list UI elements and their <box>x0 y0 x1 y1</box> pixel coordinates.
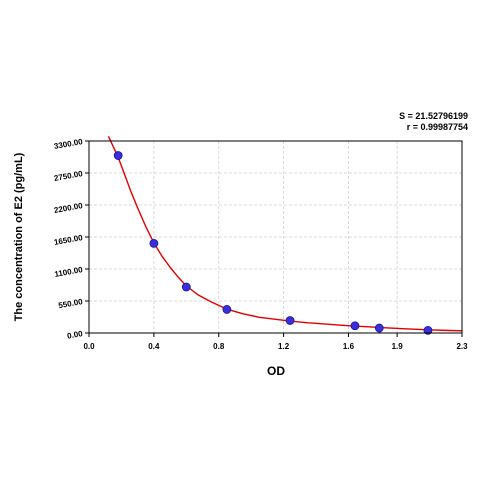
data-point <box>350 321 360 331</box>
y-tick-label: 2200.00 <box>53 201 84 215</box>
y-tick-label: 550.00 <box>58 297 84 310</box>
x-tick-label: 0.8 <box>213 342 225 351</box>
x-tick-label: 0.4 <box>148 342 160 351</box>
y-tick-label: 1650.00 <box>53 233 84 247</box>
data-point <box>423 325 433 335</box>
y-axis-label: The concentration of E2 (pg/mL) <box>13 152 25 321</box>
data-points <box>113 151 433 335</box>
fit-curve-layer <box>107 136 462 332</box>
x-tick-label: 1.6 <box>343 342 355 351</box>
data-point <box>285 316 295 325</box>
x-tick-label: 0.0 <box>83 342 95 351</box>
x-tick-label: 1.9 <box>392 342 404 351</box>
fit-curve <box>107 136 462 332</box>
grid <box>88 140 463 334</box>
x-tick-label: 1.2 <box>278 342 290 351</box>
data-point <box>374 323 384 333</box>
stat-s-annotation: S = 21.52796199 <box>399 111 468 121</box>
x-axis-ticks: 0.0 0.4 0.8 1.2 1.6 1.9 2.3 <box>83 333 468 351</box>
y-tick-label: 1100.00 <box>54 265 84 279</box>
y-tick-label: 2750.00 <box>53 169 84 183</box>
y-axis-ticks: 0.00 550.00 1100.00 1650.00 2200.00 2750.00 33… <box>53 137 89 341</box>
y-tick-label: 3300.00 <box>53 137 84 151</box>
x-tick-label: 2.3 <box>456 342 468 351</box>
data-point <box>222 305 232 314</box>
data-point <box>181 282 191 292</box>
y-tick-label: 0.00 <box>66 329 83 341</box>
x-axis-label: OD <box>267 364 285 378</box>
stat-r-annotation: r = 0.99987754 <box>406 122 468 132</box>
data-point <box>149 238 159 248</box>
data-point <box>113 151 123 160</box>
